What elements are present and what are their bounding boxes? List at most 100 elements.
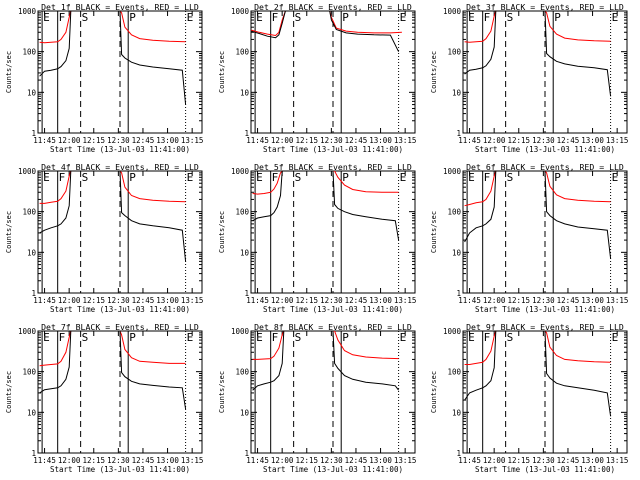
- y-tick-label: 1: [244, 129, 249, 138]
- phase-marker-label: E: [43, 171, 50, 184]
- phase-marker-label: E: [256, 331, 263, 344]
- x-tick-label: 13:15: [606, 456, 629, 465]
- phase-marker-label: E: [400, 171, 407, 184]
- y-tick-label: 100: [447, 208, 461, 217]
- lld-series-line: [39, 171, 186, 204]
- y-tick-label: 1000: [18, 327, 37, 336]
- x-tick-label: 12:30: [107, 456, 130, 465]
- panel-title: Det 3f BLACK = Events, RED = LLD: [466, 2, 624, 12]
- phase-marker-label: F: [484, 171, 491, 184]
- x-tick-label: 13:15: [181, 296, 204, 305]
- panel-2: Det 2f BLACK = Events, RED = LLD 1 10 100 10…: [218, 2, 416, 154]
- events-series-line: [39, 171, 187, 262]
- panel-1: Det 1f BLACK = Events, RED = LLD 1 10 100 10…: [5, 2, 203, 154]
- x-tick-label: 12:45: [345, 456, 368, 465]
- y-tick-label: 10: [27, 408, 37, 417]
- y-tick-label: 1: [31, 289, 36, 298]
- phase-marker-label: E: [43, 11, 50, 24]
- y-tick-label: 1000: [443, 327, 462, 336]
- phase-marker-label: S: [295, 171, 302, 184]
- y-tick-label: 1000: [231, 7, 250, 16]
- phase-marker-label: E: [43, 331, 50, 344]
- phase-marker-label: E: [400, 331, 407, 344]
- x-tick-label: 12:30: [532, 296, 555, 305]
- y-tick-label: 100: [447, 368, 461, 377]
- phase-marker-label: E: [468, 11, 475, 24]
- panel-5: Det 5f BLACK = Events, RED = LLD 1 10 100 10…: [218, 162, 416, 314]
- phase-marker-label: P: [129, 331, 136, 344]
- phase-marker-label: F: [59, 331, 66, 344]
- lld-series-line: [464, 171, 611, 207]
- phase-marker-label: S: [82, 331, 89, 344]
- phase-marker-label: F: [59, 11, 66, 24]
- x-tick-label: 13:15: [394, 296, 417, 305]
- panel-title: Det 2f BLACK = Events, RED = LLD: [254, 2, 412, 12]
- phase-marker-label: P: [342, 331, 349, 344]
- x-tick-label: 13:15: [181, 136, 204, 145]
- y-tick-label: 100: [235, 368, 249, 377]
- y-tick-label: 1000: [231, 167, 250, 176]
- x-tick-label: 11:45: [458, 136, 481, 145]
- y-tick-label: 1000: [18, 7, 37, 16]
- x-axis-label: Start Time (13-Jul-03 11:41:00): [263, 305, 403, 314]
- x-tick-label: 12:15: [295, 296, 318, 305]
- x-tick-label: 12:00: [271, 456, 294, 465]
- phase-marker-label: P: [342, 171, 349, 184]
- x-tick-label: 12:15: [507, 136, 530, 145]
- x-tick-label: 12:30: [320, 456, 343, 465]
- y-axis-label: Counts/sec: [430, 51, 438, 93]
- phase-marker-label: E: [187, 331, 194, 344]
- phase-marker-label: F: [272, 11, 279, 24]
- panel-6: Det 6f BLACK = Events, RED = LLD 1 10 100 10…: [430, 162, 628, 314]
- x-tick-label: 11:45: [33, 456, 56, 465]
- y-tick-label: 10: [240, 248, 250, 257]
- x-tick-label: 12:45: [345, 136, 368, 145]
- x-tick-label: 11:45: [458, 456, 481, 465]
- y-axis-label: Counts/sec: [218, 211, 226, 253]
- x-tick-label: 12:15: [82, 136, 105, 145]
- x-axis-label: Start Time (13-Jul-03 11:41:00): [475, 145, 615, 154]
- x-axis-label: Start Time (13-Jul-03 11:41:00): [475, 465, 615, 474]
- phase-marker-label: S: [295, 11, 302, 24]
- x-tick-label: 12:00: [58, 456, 81, 465]
- y-tick-label: 1: [244, 449, 249, 458]
- phase-marker-label: P: [129, 11, 136, 24]
- x-tick-label: 13:15: [606, 136, 629, 145]
- phase-marker-label: E: [256, 11, 263, 24]
- phase-marker-label: F: [272, 171, 279, 184]
- lld-series-line: [251, 11, 402, 37]
- x-tick-label: 13:15: [394, 136, 417, 145]
- x-tick-label: 12:45: [132, 296, 155, 305]
- x-tick-label: 12:00: [483, 296, 506, 305]
- phase-marker-label: E: [468, 171, 475, 184]
- events-series-line: [464, 331, 612, 417]
- phase-marker-label: P: [342, 11, 349, 24]
- panel-title: Det 7f BLACK = Events, RED = LLD: [41, 322, 199, 332]
- x-tick-label: 12:15: [507, 456, 530, 465]
- y-tick-label: 100: [235, 208, 249, 217]
- y-tick-label: 100: [447, 48, 461, 57]
- panel-4: Det 4f BLACK = Events, RED = LLD 1 10 100 10…: [5, 162, 203, 314]
- x-tick-label: 13:00: [156, 296, 179, 305]
- lld-series-line: [464, 11, 611, 43]
- x-tick-label: 12:30: [107, 296, 130, 305]
- y-tick-label: 1000: [18, 167, 37, 176]
- lld-series-line: [39, 11, 186, 44]
- events-series-line: [39, 331, 187, 410]
- y-tick-label: 1000: [443, 167, 462, 176]
- x-tick-label: 13:00: [369, 296, 392, 305]
- y-tick-label: 100: [22, 208, 36, 217]
- x-axis-label: Start Time (13-Jul-03 11:41:00): [50, 465, 190, 474]
- x-tick-label: 11:45: [246, 456, 269, 465]
- y-tick-label: 1: [31, 129, 36, 138]
- x-tick-label: 12:00: [483, 136, 506, 145]
- phase-marker-label: F: [484, 331, 491, 344]
- y-axis-label: Counts/sec: [5, 371, 13, 413]
- x-tick-label: 11:45: [33, 296, 56, 305]
- x-tick-label: 13:00: [369, 136, 392, 145]
- y-tick-label: 10: [452, 88, 462, 97]
- y-tick-label: 1: [244, 289, 249, 298]
- phase-marker-label: P: [129, 171, 136, 184]
- x-tick-label: 11:45: [246, 136, 269, 145]
